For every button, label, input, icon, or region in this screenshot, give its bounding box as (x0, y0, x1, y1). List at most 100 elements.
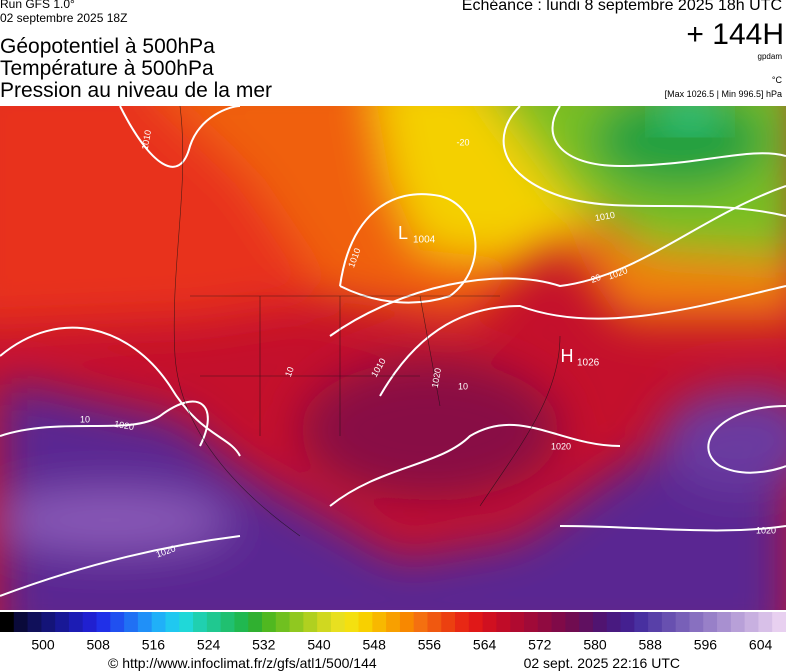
titles: Géopotentiel à 500hPa Température à 500h… (0, 36, 272, 102)
contour-label: 1020 (551, 441, 571, 451)
colorbar-swatch (675, 612, 690, 632)
colorbar-swatch (386, 612, 401, 632)
colorbar-swatch (110, 612, 125, 632)
colorbar-swatch (661, 612, 677, 632)
colorbar-swatch (193, 612, 208, 632)
colorbar-swatch (41, 612, 56, 632)
contour-label: 10 (283, 365, 296, 378)
colorbar-swatch (248, 612, 263, 632)
contour-label: 10 (458, 381, 468, 391)
isobar (329, 185, 786, 337)
colorbar-swatch (524, 612, 539, 632)
colorbar-swatch (413, 612, 428, 632)
contour-label: 10 (80, 414, 90, 424)
run: Run GFS 1.0° (0, 0, 75, 11)
colorbar-swatch (634, 612, 649, 632)
contour-label: 1020 (430, 367, 443, 388)
isobar (0, 326, 241, 457)
colorbar-swatch (758, 612, 773, 632)
colorbar-tick-label: 548 (363, 637, 387, 653)
colorbar-swatch (441, 612, 456, 632)
colorbar-swatch (482, 612, 497, 632)
colorbar-swatch (206, 612, 222, 632)
colorbar-swatch (0, 612, 15, 632)
pressure-range: [Max 1026.5 | Min 996.5] hPa (664, 89, 782, 99)
colorbar-swatch (344, 612, 360, 632)
colorbar-swatch (730, 612, 746, 632)
colorbar-swatch (648, 612, 663, 632)
colorbar-swatch (744, 612, 759, 632)
colorbar-swatch (55, 612, 70, 632)
colorbar-swatch (165, 612, 180, 632)
lead-time: + 144H (686, 18, 784, 51)
contour-label: 20 (589, 272, 602, 285)
border (173, 106, 561, 537)
colorbar-tick-label: 540 (307, 637, 331, 653)
colorbar-swatch (82, 612, 98, 632)
contour-label: 1020 (113, 419, 134, 432)
colorbar-swatch (606, 612, 622, 632)
isobar (119, 106, 241, 168)
colorbar-swatch (124, 612, 139, 632)
colorbar-swatch (220, 612, 235, 632)
colorbar-swatch (137, 612, 153, 632)
colorbar-swatch (717, 612, 732, 632)
unit-geo: gpdam (757, 52, 782, 61)
colorbar-swatch (96, 612, 111, 632)
colorbar-swatch (303, 612, 318, 632)
high-letter: H (561, 346, 574, 366)
borders (173, 106, 561, 537)
isobar (551, 106, 786, 168)
colorbar-tick-label: 500 (31, 637, 55, 653)
isobar (559, 525, 786, 532)
colorbar-swatch (468, 612, 484, 632)
colorbar-tick-label: 556 (418, 637, 442, 653)
isobar (0, 535, 241, 597)
colorbar-swatch (317, 612, 332, 632)
colorbar-tick-label: 588 (639, 637, 663, 653)
isobar (0, 400, 209, 447)
colorbar-swatch (427, 612, 442, 632)
isobar (502, 106, 786, 217)
temperature-field (0, 106, 786, 610)
colorbar-swatch (772, 612, 786, 632)
colorbar-swatch (275, 612, 291, 632)
colorbar-swatch (13, 612, 29, 632)
colorbar-swatch (551, 612, 566, 632)
colorbar-swatch (620, 612, 635, 632)
run-date: 02 septembre 2025 18Z (0, 11, 128, 25)
colorbar-tick-label: 604 (749, 637, 773, 653)
colorbar-swatch (289, 612, 304, 632)
colorbar-swatch (68, 612, 84, 632)
colorbar-swatch (151, 612, 166, 632)
colorbar-swatch (27, 612, 42, 632)
colorbar-swatch (537, 612, 553, 632)
title-line: Géopotentiel à 500hPa (0, 35, 215, 58)
unit-temp: °C (771, 75, 782, 85)
contour-label: 1010 (594, 210, 615, 223)
colorbar-tick-label: 580 (583, 637, 607, 653)
timestamp: 02 sept. 2025 22:16 UTC (523, 655, 680, 671)
valid-time: Echéance : lundi 8 septembre 2025 18h UT… (461, 0, 782, 14)
isobar (707, 405, 786, 474)
colorbar-tick-label: 596 (694, 637, 718, 653)
colorbar-swatch (399, 612, 415, 632)
colorbar-swatch (496, 612, 511, 632)
colorbar-swatch (703, 612, 718, 632)
colorbar-swatch (689, 612, 704, 632)
colorbar-swatch (358, 612, 373, 632)
colorbar-tick-label: 524 (197, 637, 221, 653)
contour-label: 1020 (756, 525, 776, 535)
colorbar-swatch (592, 612, 608, 632)
colorbar-swatch (455, 612, 470, 632)
contour-label: -20 (456, 137, 469, 147)
colorbar-tick-label: 532 (252, 637, 276, 653)
colorbar-swatch (262, 612, 277, 632)
isobar (339, 193, 477, 304)
center-pressure: 1004 (413, 235, 436, 246)
center-pressure: 1026 (577, 358, 600, 369)
colorbar: 500 508 516 524 532 540 548 556 564 572 580 588 596 6… (0, 612, 786, 653)
isobars (0, 106, 786, 597)
